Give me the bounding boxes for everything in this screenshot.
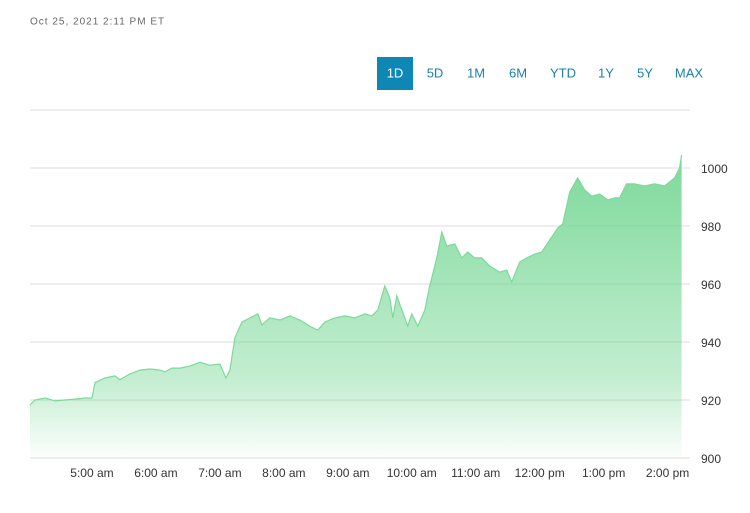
range-button[interactable]: 5D <box>427 65 444 80</box>
x-tick-label: 10:00 am <box>387 466 437 480</box>
y-tick-label: 940 <box>701 336 721 350</box>
y-tick-label: 980 <box>701 220 721 234</box>
x-tick-label: 11:00 am <box>451 466 500 480</box>
range-controls: 1D 5D 1M 6M YTD 1Y 5Y MAX <box>377 57 703 90</box>
x-tick-label: 5:00 am <box>70 466 113 480</box>
x-tick-label: 7:00 am <box>198 466 241 480</box>
range-button[interactable]: YTD <box>550 65 576 80</box>
range-button-label: 6M <box>509 65 527 80</box>
range-button-bg <box>377 57 413 90</box>
range-button[interactable]: 1D <box>377 57 413 90</box>
range-button[interactable]: 1M <box>467 65 485 80</box>
x-tick-label: 2:00 pm <box>646 466 689 480</box>
price-area <box>30 154 682 458</box>
timestamp: Oct 25, 2021 2:11 PM ET <box>30 17 165 28</box>
range-button-label: MAX <box>675 65 704 80</box>
y-tick-label: 960 <box>701 278 721 292</box>
range-button[interactable]: 5Y <box>637 65 653 80</box>
range-button-label: 1Y <box>598 65 614 80</box>
range-button-label: 5D <box>427 65 444 80</box>
plot: 900 920 940 960 980 1000 5:00 am 6:00 am 7:00 am… <box>29 109 728 480</box>
y-tick-label: 920 <box>701 394 721 408</box>
x-tick-label: 6:00 am <box>134 466 177 480</box>
y-tick-label: 1000 <box>701 162 728 176</box>
x-tick-label: 8:00 am <box>262 466 305 480</box>
range-button[interactable]: MAX <box>675 65 704 80</box>
range-button-label: 1D <box>387 65 404 80</box>
x-tick-label: 9:00 am <box>326 466 369 480</box>
x-tick-label: 12:00 pm <box>515 466 565 480</box>
y-tick-label: 900 <box>701 452 721 466</box>
x-tick-label: 1:00 pm <box>582 466 625 480</box>
range-button[interactable]: 6M <box>509 65 527 80</box>
price-line <box>29 154 683 406</box>
range-button[interactable]: 1Y <box>598 65 614 80</box>
range-button-label: 1M <box>467 65 485 80</box>
range-button-label: YTD <box>550 65 576 80</box>
range-button-label: 5Y <box>637 65 653 80</box>
